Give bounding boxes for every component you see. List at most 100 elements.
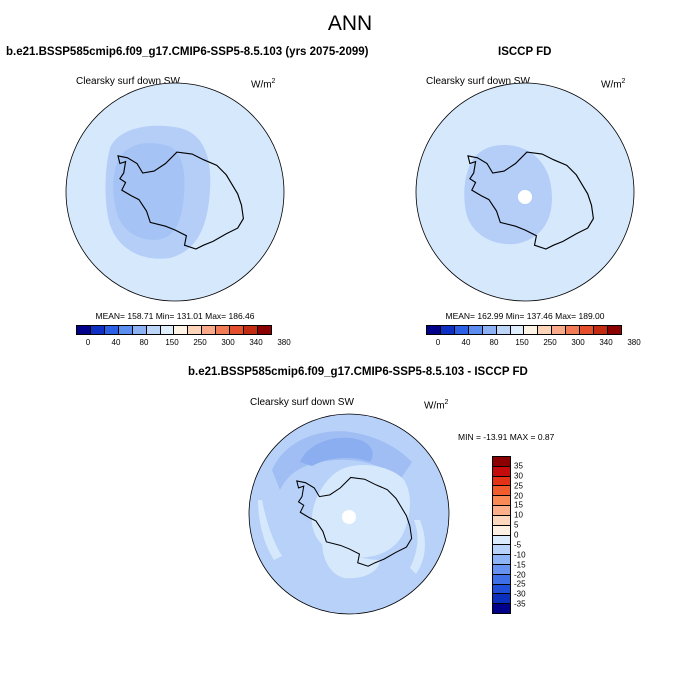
colorbar-swatch — [493, 486, 510, 497]
colorbar-tick-label: 150 — [165, 338, 179, 347]
colorbar-tick-label: -30 — [514, 589, 526, 599]
colorbar-tick-label: 0 — [514, 530, 519, 540]
colorbar-tick-label: 10 — [514, 510, 523, 520]
colorbar-tick-label: 5 — [514, 520, 519, 530]
colorbar-tick-label: 340 — [599, 338, 613, 347]
colorbar-swatch — [594, 326, 608, 334]
colorbar-swatch — [493, 515, 510, 526]
colorbar-tick-label: 40 — [461, 338, 471, 347]
colorbar-tick-label: 40 — [111, 338, 121, 347]
colorbar-tick-label: 250 — [543, 338, 557, 347]
colorbar-obs — [426, 325, 622, 335]
map-obs-field — [415, 82, 635, 302]
antarctica-coastline — [117, 151, 244, 250]
colorbar-swatch — [132, 326, 147, 334]
colorbar-tick-label: -20 — [514, 570, 526, 579]
colorbar-swatch — [493, 506, 510, 516]
colorbar-tick-label: 380 — [627, 338, 641, 347]
colorbar-swatch — [454, 326, 469, 334]
colorbar-swatch — [580, 326, 595, 334]
colorbar-swatch — [493, 545, 510, 556]
variable-label-diff: Clearsky surf down SW — [250, 397, 354, 408]
colorbar-tick-label: 25 — [514, 481, 523, 491]
colorbar-swatch — [493, 535, 510, 546]
antarctica-coastline — [467, 151, 594, 250]
panel-title-obs: ISCCP FD — [498, 46, 552, 58]
colorbar-tick-label: 250 — [193, 338, 207, 347]
colorbar-swatch — [493, 584, 510, 595]
panel-title-diff: b.e21.BSSP585cmip6.f09_g17.CMIP6-SSP5-8.… — [188, 366, 528, 378]
colorbar-swatch — [607, 326, 621, 334]
colorbar-tick-label: 20 — [514, 491, 523, 500]
stats-model: MEAN= 158.71 Min= 131.01 Max= 186.46 — [95, 311, 255, 321]
colorbar-model — [76, 325, 272, 335]
colorbar-tick-label: -15 — [514, 560, 526, 570]
colorbar-swatch — [482, 326, 497, 334]
colorbar-tick-label: 35 — [514, 461, 523, 471]
colorbar-tick-label: 340 — [249, 338, 263, 347]
variable-label-model: Clearsky surf down SW — [76, 76, 180, 87]
colorbar-tick-label: 80 — [489, 338, 499, 347]
colorbar-swatch — [188, 326, 203, 334]
diff-minmax: MIN = -13.91 MAX = 0.87 — [458, 432, 555, 442]
colorbar-tick-label: -10 — [514, 550, 526, 560]
colorbar-swatch — [566, 326, 581, 334]
colorbar-swatch — [538, 326, 553, 334]
colorbar-swatch — [440, 326, 455, 334]
colorbar-tick-label: 30 — [514, 471, 523, 481]
colorbar-swatch — [468, 326, 483, 334]
colorbar-swatch — [493, 496, 510, 507]
colorbar-swatch — [524, 326, 539, 334]
colorbar-swatch — [510, 326, 525, 334]
units-label-model: W/m2 — [251, 78, 276, 91]
colorbar-swatch — [493, 457, 510, 467]
colorbar-tick-label: 0 — [435, 338, 441, 347]
variable-label-obs: Clearsky surf down SW — [426, 76, 530, 87]
colorbar-tick-label: -5 — [514, 540, 522, 550]
colorbar-tick-label: 15 — [514, 500, 523, 510]
colorbar-swatch — [216, 326, 231, 334]
colorbar-swatch — [496, 326, 511, 334]
colorbar-swatch — [257, 326, 271, 334]
colorbar-swatch — [493, 476, 510, 487]
colorbar-tick-label: 80 — [139, 338, 149, 347]
colorbar-diff — [492, 456, 511, 614]
colorbar-swatch — [493, 574, 510, 585]
colorbar-tick-label: 150 — [515, 338, 529, 347]
colorbar-swatch — [104, 326, 119, 334]
map-model-field — [65, 82, 285, 302]
colorbar-swatch — [202, 326, 217, 334]
units-label-diff: W/m2 — [424, 399, 449, 412]
colorbar-tick-label: -35 — [514, 599, 526, 609]
colorbar-swatch — [77, 326, 91, 334]
colorbar-tick-label: 300 — [221, 338, 235, 347]
colorbar-obs-ticks: 0 40 80 150 250 300 340 380 — [426, 338, 641, 350]
colorbar-swatch — [90, 326, 105, 334]
colorbar-tick-label: 300 — [571, 338, 585, 347]
units-label-obs: W/m2 — [601, 78, 626, 91]
colorbar-swatch — [174, 326, 189, 334]
colorbar-swatch — [493, 604, 510, 613]
colorbar-swatch — [244, 326, 258, 334]
colorbar-swatch — [493, 466, 510, 477]
colorbar-swatch — [552, 326, 567, 334]
page-title: ANN — [327, 12, 373, 35]
colorbar-model-ticks: 0 40 80 150 250 300 340 380 — [76, 338, 291, 350]
colorbar-swatch — [493, 555, 510, 565]
panel-title-model: b.e21.BSSP585cmip6.f09_g17.CMIP6-SSP5-8.… — [6, 46, 369, 58]
stats-obs: MEAN= 162.99 Min= 137.46 Max= 189.00 — [445, 311, 605, 321]
colorbar-tick-label: 380 — [277, 338, 291, 347]
colorbar-swatch — [493, 594, 510, 605]
colorbar-swatch — [160, 326, 175, 334]
colorbar-swatch — [427, 326, 441, 334]
colorbar-swatch — [493, 525, 510, 536]
colorbar-swatch — [230, 326, 245, 334]
antarctica-coastline — [296, 476, 413, 567]
colorbar-swatch — [493, 564, 510, 575]
colorbar-swatch — [118, 326, 133, 334]
colorbar-tick-label: -25 — [514, 579, 526, 589]
colorbar-swatch — [146, 326, 161, 334]
